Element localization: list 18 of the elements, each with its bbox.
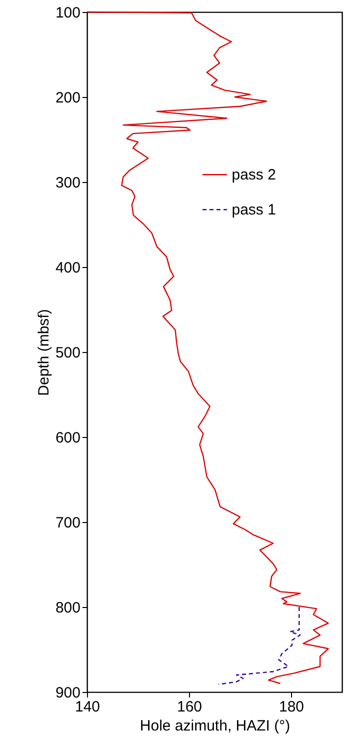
y-tick-label: 800 — [55, 600, 80, 616]
y-tick-label: 700 — [55, 514, 80, 532]
line-series — [218, 606, 301, 685]
x-axis-title: Hole azimuth, HAZI (°) — [140, 718, 290, 734]
y-tick-label: 100 — [55, 4, 80, 22]
x-tick-label: 180 — [278, 698, 304, 716]
x-tick-label: 160 — [176, 698, 202, 716]
y-tick-label: 600 — [55, 430, 80, 446]
x-tick-label: 140 — [74, 698, 100, 716]
y-tick-label: 400 — [55, 260, 80, 276]
legend-label: pass 2 — [232, 166, 276, 184]
y-axis-title: Depth (mbsf) — [35, 309, 52, 396]
y-tick-label: 200 — [55, 90, 80, 106]
legend-label: pass 1 — [232, 202, 276, 219]
line-series — [86, 11, 329, 684]
y-tick-label: 500 — [55, 344, 80, 362]
y-tick-label: 300 — [55, 174, 80, 192]
y-tick-label: 900 — [55, 684, 80, 702]
